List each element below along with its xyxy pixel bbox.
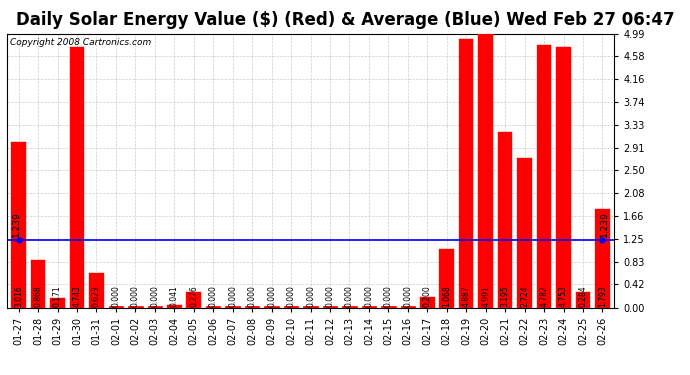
Text: 4.991: 4.991	[481, 285, 490, 307]
Bar	[89, 273, 104, 308]
Text: 0.000: 0.000	[248, 285, 257, 307]
Text: 0.000: 0.000	[345, 285, 354, 307]
Text: 0.276: 0.276	[189, 285, 198, 307]
Text: 1.239: 1.239	[600, 211, 609, 237]
Text: 3.195: 3.195	[501, 285, 510, 307]
Text: 0.284: 0.284	[578, 285, 587, 307]
Text: 0.000: 0.000	[150, 285, 159, 307]
Bar	[11, 142, 26, 308]
Bar	[362, 306, 376, 308]
Bar	[108, 306, 124, 308]
Text: 0.200: 0.200	[423, 285, 432, 307]
Bar	[556, 47, 571, 308]
Bar	[128, 306, 143, 308]
Bar	[245, 306, 259, 308]
Bar	[478, 34, 493, 308]
Text: 0.000: 0.000	[326, 285, 335, 307]
Text: 4.887: 4.887	[462, 285, 471, 307]
Text: Copyright 2008 Cartronics.com: Copyright 2008 Cartronics.com	[10, 38, 151, 47]
Text: 4.753: 4.753	[559, 285, 568, 307]
Bar	[50, 298, 65, 307]
Bar	[575, 292, 590, 308]
Text: 0.000: 0.000	[208, 285, 217, 307]
Text: 0.000: 0.000	[267, 285, 276, 307]
Text: 4.743: 4.743	[72, 285, 81, 307]
Text: Daily Solar Energy Value ($) (Red) & Average (Blue) Wed Feb 27 06:47: Daily Solar Energy Value ($) (Red) & Ave…	[16, 11, 674, 29]
Bar	[186, 292, 201, 308]
Bar	[400, 306, 415, 308]
Bar	[323, 306, 337, 308]
Bar	[537, 45, 551, 308]
Bar	[497, 132, 513, 308]
Text: 1.068: 1.068	[442, 285, 451, 307]
Text: 0.000: 0.000	[306, 285, 315, 307]
Bar	[70, 47, 84, 308]
Text: 2.724: 2.724	[520, 285, 529, 307]
Text: 0.041: 0.041	[170, 285, 179, 307]
Text: 0.000: 0.000	[131, 285, 140, 307]
Bar	[31, 260, 46, 308]
Bar	[284, 306, 298, 308]
Bar	[148, 306, 162, 308]
Text: 0.000: 0.000	[384, 285, 393, 307]
Bar	[342, 306, 357, 308]
Bar	[303, 306, 318, 308]
Bar	[459, 39, 473, 308]
Text: 4.782: 4.782	[540, 285, 549, 307]
Bar	[226, 306, 240, 308]
Bar	[381, 306, 395, 308]
Bar	[595, 209, 610, 308]
Text: 1.793: 1.793	[598, 285, 607, 307]
Bar	[167, 305, 181, 308]
Text: 0.000: 0.000	[286, 285, 295, 307]
Bar	[518, 158, 532, 308]
Bar	[206, 306, 221, 308]
Bar	[420, 297, 435, 307]
Text: 0.000: 0.000	[111, 285, 120, 307]
Text: 0.868: 0.868	[34, 285, 43, 307]
Bar	[440, 249, 454, 308]
Bar	[264, 306, 279, 308]
Text: 0.623: 0.623	[92, 285, 101, 307]
Text: 0.171: 0.171	[53, 285, 62, 307]
Text: 1.239: 1.239	[12, 211, 21, 237]
Text: 0.000: 0.000	[404, 285, 413, 307]
Text: 0.000: 0.000	[228, 285, 237, 307]
Text: 0.000: 0.000	[364, 285, 373, 307]
Text: 3.016: 3.016	[14, 285, 23, 307]
